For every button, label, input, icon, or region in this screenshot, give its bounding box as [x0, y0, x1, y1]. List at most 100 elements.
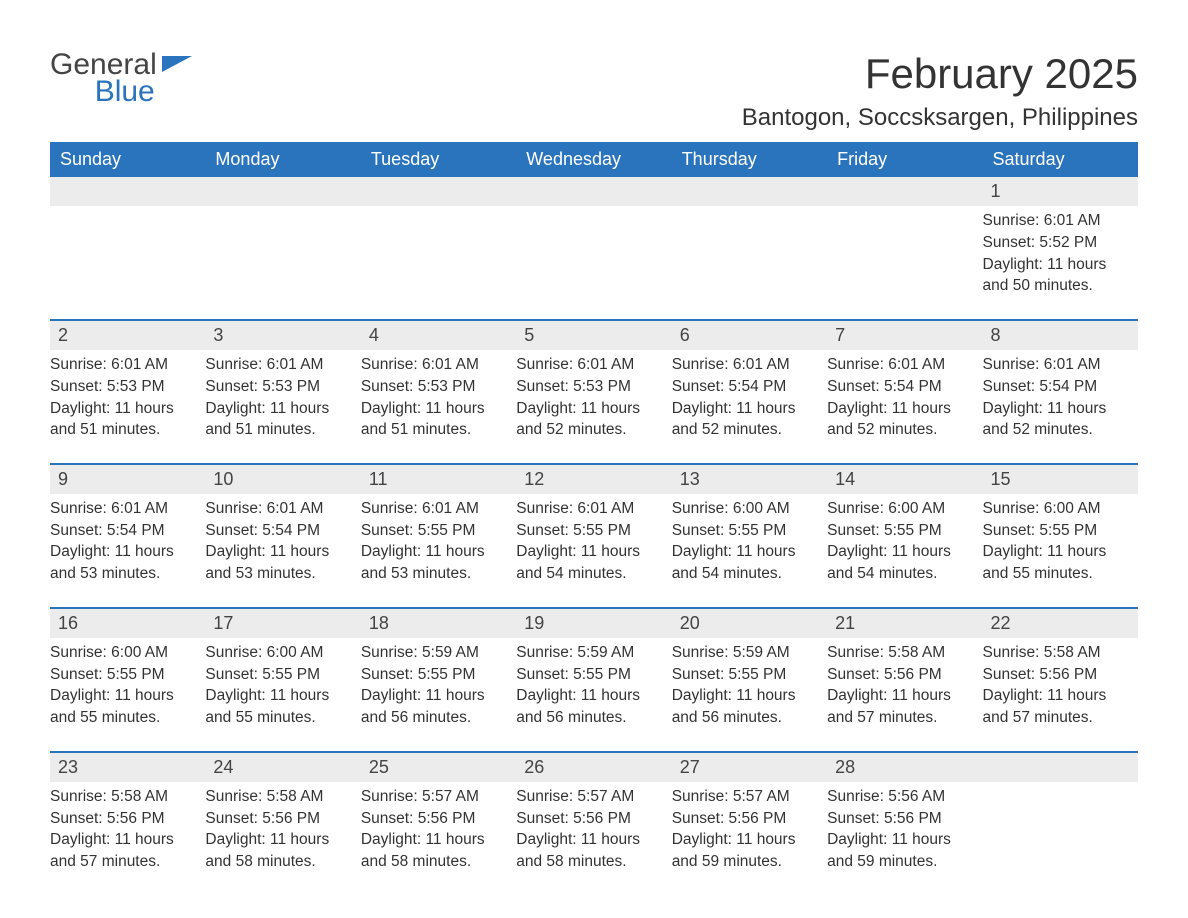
day-cell: 22Sunrise: 5:58 AMSunset: 5:56 PMDayligh… — [983, 609, 1138, 733]
day-cell: 1Sunrise: 6:01 AMSunset: 5:52 PMDaylight… — [983, 177, 1138, 301]
week-row: 16Sunrise: 6:00 AMSunset: 5:55 PMDayligh… — [50, 607, 1138, 733]
day-number — [361, 177, 516, 206]
logo-blue-wrap: Blue — [50, 78, 157, 105]
weekday-header-cell: Sunday — [50, 142, 205, 177]
weekday-header-cell: Wednesday — [516, 142, 671, 177]
day-number — [50, 177, 205, 206]
weekday-header-row: SundayMondayTuesdayWednesdayThursdayFrid… — [50, 142, 1138, 177]
day-number — [983, 753, 1138, 782]
day-number: 27 — [672, 753, 827, 782]
day-body: Sunrise: 6:00 AMSunset: 5:55 PMDaylight:… — [827, 494, 982, 589]
day-body: Sunrise: 5:57 AMSunset: 5:56 PMDaylight:… — [516, 782, 671, 877]
day-body — [516, 206, 671, 276]
day-body: Sunrise: 5:57 AMSunset: 5:56 PMDaylight:… — [672, 782, 827, 877]
weekday-header-cell: Tuesday — [361, 142, 516, 177]
day-body: Sunrise: 5:59 AMSunset: 5:55 PMDaylight:… — [672, 638, 827, 733]
day-cell: 24Sunrise: 5:58 AMSunset: 5:56 PMDayligh… — [205, 753, 360, 877]
day-number: 25 — [361, 753, 516, 782]
day-body: Sunrise: 6:01 AMSunset: 5:55 PMDaylight:… — [361, 494, 516, 589]
day-body — [361, 206, 516, 276]
day-number: 16 — [50, 609, 205, 638]
day-cell: 18Sunrise: 5:59 AMSunset: 5:55 PMDayligh… — [361, 609, 516, 733]
day-body: Sunrise: 6:01 AMSunset: 5:53 PMDaylight:… — [516, 350, 671, 445]
day-body: Sunrise: 6:01 AMSunset: 5:53 PMDaylight:… — [361, 350, 516, 445]
day-number — [205, 177, 360, 206]
weekday-header-cell: Monday — [205, 142, 360, 177]
day-number: 2 — [50, 321, 205, 350]
day-body: Sunrise: 6:00 AMSunset: 5:55 PMDaylight:… — [205, 638, 360, 733]
day-cell: 15Sunrise: 6:00 AMSunset: 5:55 PMDayligh… — [983, 465, 1138, 589]
day-body: Sunrise: 5:58 AMSunset: 5:56 PMDaylight:… — [205, 782, 360, 877]
day-cell — [672, 177, 827, 301]
day-body — [827, 206, 982, 276]
day-number: 24 — [205, 753, 360, 782]
header-bar: General Blue February 2025 Bantogon, Soc… — [50, 50, 1138, 132]
day-body: Sunrise: 6:01 AMSunset: 5:55 PMDaylight:… — [516, 494, 671, 589]
day-number: 18 — [361, 609, 516, 638]
day-number: 13 — [672, 465, 827, 494]
day-body: Sunrise: 5:57 AMSunset: 5:56 PMDaylight:… — [361, 782, 516, 877]
day-cell: 8Sunrise: 6:01 AMSunset: 5:54 PMDaylight… — [983, 321, 1138, 445]
day-cell: 6Sunrise: 6:01 AMSunset: 5:54 PMDaylight… — [672, 321, 827, 445]
day-body: Sunrise: 6:01 AMSunset: 5:53 PMDaylight:… — [50, 350, 205, 445]
day-body: Sunrise: 5:56 AMSunset: 5:56 PMDaylight:… — [827, 782, 982, 877]
day-body: Sunrise: 5:58 AMSunset: 5:56 PMDaylight:… — [983, 638, 1138, 733]
day-number — [516, 177, 671, 206]
day-number: 23 — [50, 753, 205, 782]
day-number: 11 — [361, 465, 516, 494]
day-body: Sunrise: 6:01 AMSunset: 5:54 PMDaylight:… — [983, 350, 1138, 445]
day-number — [672, 177, 827, 206]
day-number: 28 — [827, 753, 982, 782]
weeks-container: 1Sunrise: 6:01 AMSunset: 5:52 PMDaylight… — [50, 177, 1138, 877]
day-cell: 21Sunrise: 5:58 AMSunset: 5:56 PMDayligh… — [827, 609, 982, 733]
day-cell — [827, 177, 982, 301]
day-body: Sunrise: 6:00 AMSunset: 5:55 PMDaylight:… — [50, 638, 205, 733]
day-cell: 23Sunrise: 5:58 AMSunset: 5:56 PMDayligh… — [50, 753, 205, 877]
day-body: Sunrise: 6:01 AMSunset: 5:54 PMDaylight:… — [50, 494, 205, 589]
day-number: 4 — [361, 321, 516, 350]
day-body: Sunrise: 6:00 AMSunset: 5:55 PMDaylight:… — [983, 494, 1138, 589]
logo: General Blue — [50, 50, 192, 105]
day-number: 21 — [827, 609, 982, 638]
day-cell — [361, 177, 516, 301]
day-body: Sunrise: 5:59 AMSunset: 5:55 PMDaylight:… — [361, 638, 516, 733]
month-title: February 2025 — [742, 50, 1138, 98]
day-cell — [516, 177, 671, 301]
day-number: 12 — [516, 465, 671, 494]
day-body — [672, 206, 827, 276]
day-cell: 20Sunrise: 5:59 AMSunset: 5:55 PMDayligh… — [672, 609, 827, 733]
weekday-header-cell: Friday — [827, 142, 982, 177]
day-number: 5 — [516, 321, 671, 350]
day-number: 14 — [827, 465, 982, 494]
day-cell — [205, 177, 360, 301]
day-number: 3 — [205, 321, 360, 350]
day-number: 1 — [983, 177, 1138, 206]
logo-flag-icon — [162, 56, 192, 72]
day-cell: 19Sunrise: 5:59 AMSunset: 5:55 PMDayligh… — [516, 609, 671, 733]
day-cell: 25Sunrise: 5:57 AMSunset: 5:56 PMDayligh… — [361, 753, 516, 877]
day-body — [50, 206, 205, 276]
day-number: 17 — [205, 609, 360, 638]
day-cell: 17Sunrise: 6:00 AMSunset: 5:55 PMDayligh… — [205, 609, 360, 733]
week-row: 23Sunrise: 5:58 AMSunset: 5:56 PMDayligh… — [50, 751, 1138, 877]
day-cell: 14Sunrise: 6:00 AMSunset: 5:55 PMDayligh… — [827, 465, 982, 589]
day-body: Sunrise: 6:01 AMSunset: 5:52 PMDaylight:… — [983, 206, 1138, 301]
day-body: Sunrise: 6:01 AMSunset: 5:54 PMDaylight:… — [205, 494, 360, 589]
week-row: 9Sunrise: 6:01 AMSunset: 5:54 PMDaylight… — [50, 463, 1138, 589]
location-subtitle: Bantogon, Soccsksargen, Philippines — [742, 104, 1138, 132]
day-number: 26 — [516, 753, 671, 782]
week-row: 2Sunrise: 6:01 AMSunset: 5:53 PMDaylight… — [50, 319, 1138, 445]
day-body — [205, 206, 360, 276]
day-number: 10 — [205, 465, 360, 494]
day-cell — [50, 177, 205, 301]
weekday-header-cell: Saturday — [983, 142, 1138, 177]
day-body: Sunrise: 5:59 AMSunset: 5:55 PMDaylight:… — [516, 638, 671, 733]
day-number: 9 — [50, 465, 205, 494]
day-cell: 11Sunrise: 6:01 AMSunset: 5:55 PMDayligh… — [361, 465, 516, 589]
day-number: 6 — [672, 321, 827, 350]
day-cell: 5Sunrise: 6:01 AMSunset: 5:53 PMDaylight… — [516, 321, 671, 445]
logo-text-block: General Blue — [50, 50, 157, 105]
day-cell: 4Sunrise: 6:01 AMSunset: 5:53 PMDaylight… — [361, 321, 516, 445]
day-body: Sunrise: 6:00 AMSunset: 5:55 PMDaylight:… — [672, 494, 827, 589]
day-cell: 16Sunrise: 6:00 AMSunset: 5:55 PMDayligh… — [50, 609, 205, 733]
